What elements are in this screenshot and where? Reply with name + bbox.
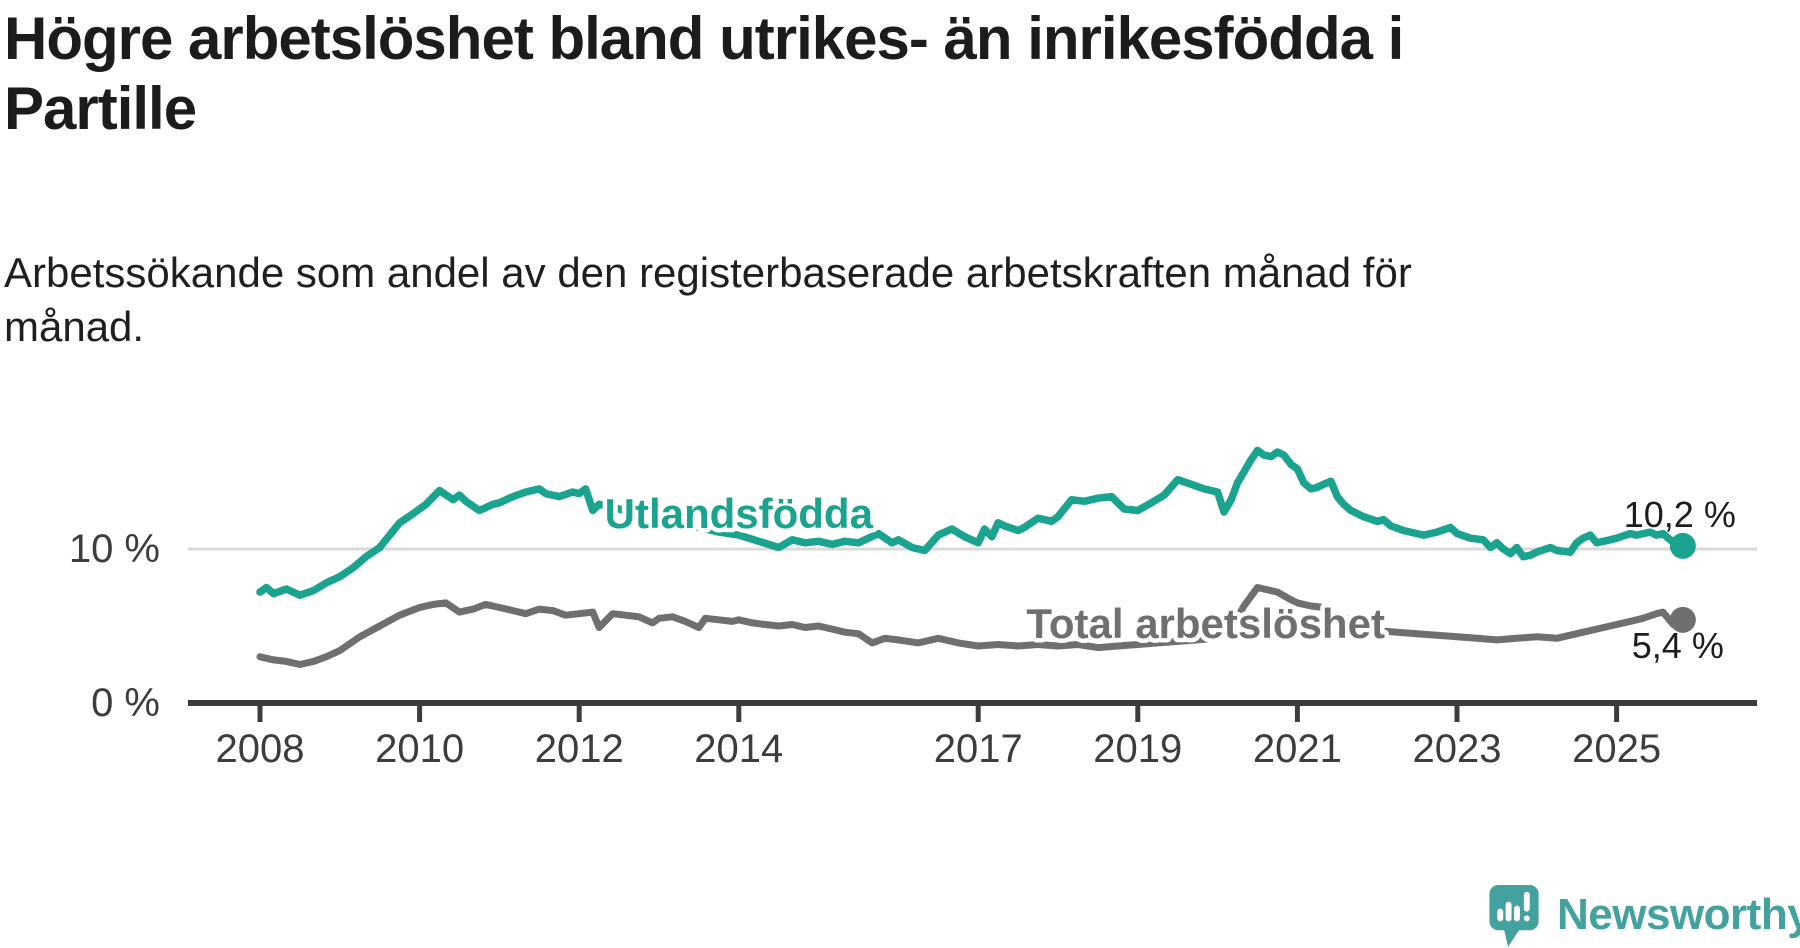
x-axis-tick-label-2021: 2021 bbox=[1253, 727, 1342, 771]
chart-title-line-1: Högre arbetslöshet bland utrikes- än inr… bbox=[4, 5, 1404, 72]
x-axis-tick-label-2008: 2008 bbox=[216, 727, 305, 771]
series-end-value-total: 5,4 % bbox=[1632, 625, 1724, 666]
x-axis-tick-label-2025: 2025 bbox=[1572, 727, 1661, 771]
series-line-total bbox=[256, 584, 1687, 668]
newsworthy-logo: Newsworthy bbox=[1489, 885, 1800, 948]
x-axis-tick-label-2023: 2023 bbox=[1413, 727, 1502, 771]
series-label-total: Total arbetslöshet bbox=[1026, 600, 1385, 647]
x-axis-tick-label-2012: 2012 bbox=[535, 727, 624, 771]
x-axis-tick-label-2019: 2019 bbox=[1093, 727, 1182, 771]
newsworthy-pin-icon bbox=[1489, 885, 1539, 948]
chart-subtitle: Arbetssökande som andel av den registerb… bbox=[4, 246, 1524, 354]
y-axis-label-10: 10 % bbox=[69, 527, 160, 571]
chart-subtitle-line-2: månad. bbox=[4, 303, 145, 350]
series-label-utlandsfodda: Utlandsfödda bbox=[605, 490, 874, 537]
series-end-dot-total bbox=[1669, 606, 1696, 633]
y-axis-label-0: 0 % bbox=[91, 681, 160, 725]
newsworthy-logo-text: Newsworthy bbox=[1557, 890, 1800, 939]
series-line-utlandsfodda bbox=[256, 446, 1687, 599]
chart-title: Högre arbetslöshet bland utrikes- än inr… bbox=[4, 4, 1524, 144]
x-axis-tick-label-2010: 2010 bbox=[375, 727, 464, 771]
x-axis-tick-label-2014: 2014 bbox=[694, 727, 783, 771]
series-end-dot-utlandsfodda bbox=[1669, 532, 1696, 559]
chart-subtitle-line-1: Arbetssökande som andel av den registerb… bbox=[4, 249, 1412, 296]
series-end-value-utlandsfodda: 10,2 % bbox=[1624, 494, 1736, 535]
x-axis-tick-label-2017: 2017 bbox=[934, 727, 1023, 771]
chart-title-line-2: Partille bbox=[4, 75, 197, 142]
